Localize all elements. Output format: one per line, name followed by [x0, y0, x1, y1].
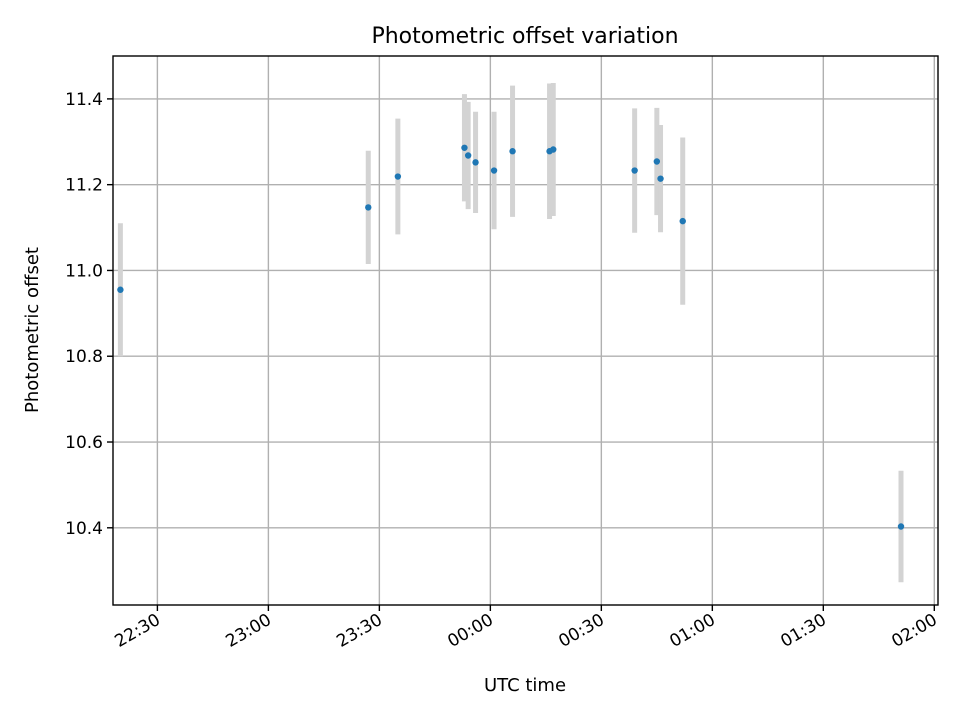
data-point — [365, 204, 372, 211]
x-tick-label: 01:00 — [666, 610, 718, 652]
x-axis-label: UTC time — [484, 675, 566, 696]
x-axis-ticks: 22:30 23:00 23:30 00:00 00:30 01:00 01:30 02:00 — [111, 605, 941, 652]
plot-frame — [112, 55, 939, 606]
data-point — [490, 167, 498, 174]
data-points — [117, 144, 905, 530]
y-axis-ticks: 10.4 10.6 10.8 11.0 11.2 11.4 — [65, 90, 113, 539]
x-tick-label: 22:30 — [111, 610, 163, 652]
y-axis-label: Photometric offset — [22, 247, 43, 413]
y-tick-label: 11.0 — [65, 261, 103, 281]
grid — [113, 56, 938, 605]
error-bars — [117, 83, 904, 583]
data-point — [897, 523, 905, 530]
data-point — [631, 167, 638, 174]
x-tick-label: 23:30 — [333, 610, 385, 652]
x-tick-label: 00:00 — [444, 610, 496, 652]
data-point — [117, 286, 124, 293]
y-tick-label: 10.6 — [65, 433, 103, 453]
data-point — [657, 175, 664, 182]
x-tick-label: 01:30 — [777, 610, 829, 652]
x-tick-label: 02:00 — [888, 610, 940, 652]
data-point — [394, 173, 402, 180]
data-point — [509, 148, 516, 155]
y-tick-label: 11.2 — [65, 176, 103, 196]
data-point — [550, 146, 557, 153]
data-point — [679, 217, 686, 225]
y-tick-label: 11.4 — [65, 90, 103, 110]
y-tick-label: 10.8 — [65, 347, 103, 367]
data-point — [464, 152, 472, 159]
x-tick-label: 23:00 — [222, 610, 274, 652]
x-tick-label: 00:30 — [555, 610, 607, 652]
data-point — [653, 158, 661, 165]
data-point — [472, 159, 479, 166]
data-point — [461, 144, 468, 151]
y-tick-label: 10.4 — [65, 519, 103, 539]
chart-title: Photometric offset variation — [371, 24, 678, 49]
